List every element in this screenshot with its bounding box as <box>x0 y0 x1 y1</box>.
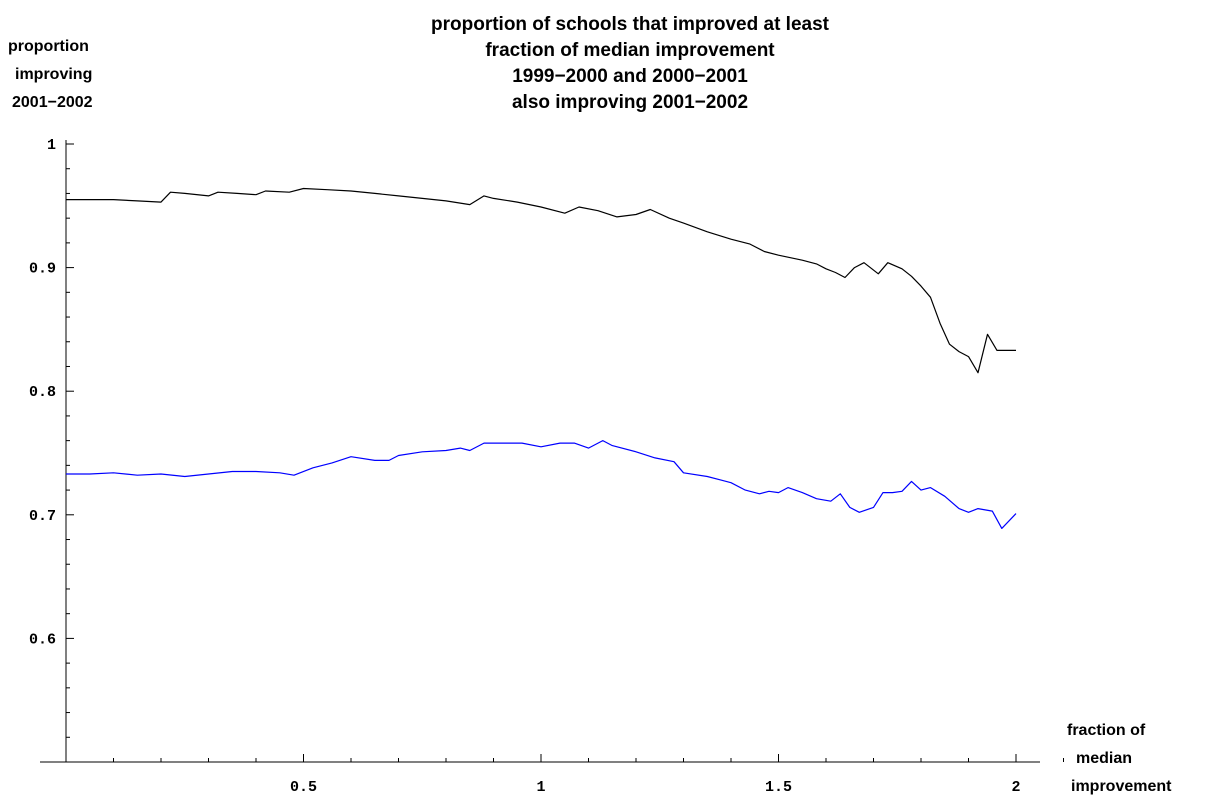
chart-title: proportion of schools that improved at l… <box>431 14 830 113</box>
y-axis-label: proportion improving 2001−2002 <box>8 38 93 111</box>
y-axis-minor-ticks <box>66 168 70 738</box>
x-tick-label: 1 <box>536 779 545 796</box>
y-axis-label-line: proportion <box>8 38 89 55</box>
series-line-blue <box>66 440 1017 530</box>
y-tick-label: 1 <box>47 137 56 154</box>
x-axis-ticks: 0.5 1 1.5 2 <box>290 754 1021 796</box>
y-tick-label: 0.9 <box>29 261 56 278</box>
y-tick-label: 0.7 <box>29 508 56 525</box>
chart-title-line: also improving 2001−2002 <box>512 92 748 113</box>
series-line-black <box>66 187 1016 374</box>
x-axis-minor-ticks <box>113 758 1064 762</box>
x-axis-label: fraction of median improvement <box>1067 722 1172 795</box>
y-axis-ticks: 1 0.9 0.8 0.7 0.6 <box>29 137 74 648</box>
x-tick-label: 1.5 <box>765 779 792 796</box>
x-axis-label-line: improvement <box>1071 778 1172 795</box>
x-axis-label-line: median <box>1076 750 1132 767</box>
chart-title-line: 1999−2000 and 2000−2001 <box>512 66 748 87</box>
y-axis-label-line: improving <box>15 66 92 83</box>
chart-title-line: fraction of median improvement <box>485 40 775 61</box>
y-axis-label-line: 2001−2002 <box>12 94 93 111</box>
series-lines <box>66 187 1017 530</box>
chart-title-line: proportion of schools that improved at l… <box>431 14 830 35</box>
x-tick-label: 0.5 <box>290 779 317 796</box>
y-tick-label: 0.6 <box>29 631 56 648</box>
y-tick-label: 0.8 <box>29 384 56 401</box>
x-tick-label: 2 <box>1011 779 1020 796</box>
x-axis-label-line: fraction of <box>1067 722 1146 739</box>
